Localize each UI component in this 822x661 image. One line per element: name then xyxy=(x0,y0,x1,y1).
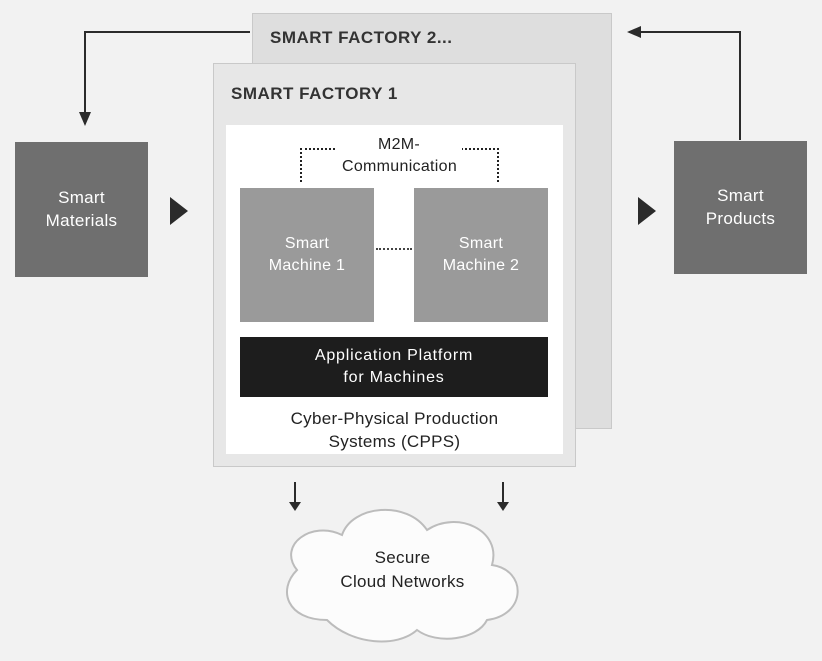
cpps-label: Cyber-Physical ProductionSystems (CPPS) xyxy=(226,408,563,454)
feedback-right-line xyxy=(629,32,740,140)
smart-products-box: SmartProducts xyxy=(674,141,807,274)
cloud-box: SecureCloud Networks xyxy=(267,490,538,650)
cloud-label: SecureCloud Networks xyxy=(267,546,538,594)
machine-connector xyxy=(376,248,412,250)
diagram-canvas: SmartMaterials SmartProducts SMART FACTO… xyxy=(0,0,822,661)
smart-factory-1-title: SMART FACTORY 1 xyxy=(231,84,398,104)
arrow-materials-to-factory-icon xyxy=(170,197,188,225)
application-platform-label: Application Platformfor Machines xyxy=(315,345,473,390)
arrow-factory-to-products-icon xyxy=(638,197,656,225)
smart-machine-1-box: SmartMachine 1 xyxy=(240,188,374,322)
smart-machine-2-label: SmartMachine 2 xyxy=(443,233,520,278)
m2m-label: M2M-Communication xyxy=(336,134,462,177)
smart-materials-box: SmartMaterials xyxy=(15,142,148,277)
smart-machine-1-label: SmartMachine 1 xyxy=(269,233,346,278)
application-platform-box: Application Platformfor Machines xyxy=(240,337,548,397)
smart-factory-2-title: SMART FACTORY 2... xyxy=(270,28,453,48)
smart-materials-label: SmartMaterials xyxy=(46,187,118,233)
smart-machine-2-box: SmartMachine 2 xyxy=(414,188,548,322)
smart-products-label: SmartProducts xyxy=(706,185,776,231)
